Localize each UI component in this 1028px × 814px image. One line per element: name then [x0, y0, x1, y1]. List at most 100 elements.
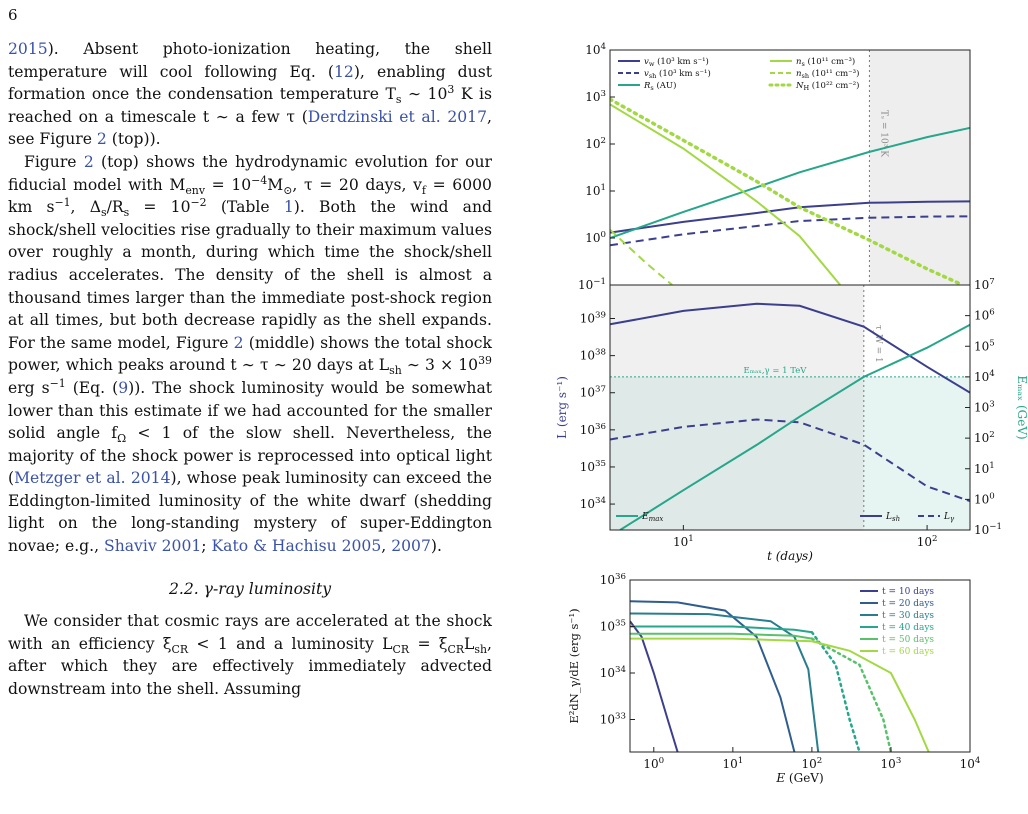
x-axis-label: E (GeV) [775, 771, 823, 785]
text-run: L [464, 634, 475, 653]
text-run: (top) shows the hydrodynamic evolution f… [8, 152, 492, 194]
citation-link[interactable]: 2 [96, 130, 107, 149]
text-run: , [381, 537, 392, 556]
y-tick-label: 1039 [580, 311, 606, 326]
y-tick-label: 1038 [580, 348, 606, 363]
series-t-50-days [630, 632, 813, 640]
text-run: M [267, 175, 284, 194]
citation-link[interactable]: Shaviv 2001 [104, 537, 202, 556]
y-tick-label: 102 [585, 136, 606, 151]
subscript: CR [171, 642, 189, 656]
text-run: Figure [24, 152, 84, 171]
text-run: ), enabling dust formation once the cond… [8, 62, 492, 104]
x-tick-label: 102 [802, 756, 823, 771]
citation-link[interactable]: Metzger et al. 2014 [14, 469, 171, 488]
y2-tick-label: 107 [974, 277, 995, 292]
text-run: = 10 [204, 175, 252, 194]
superscript: 3 [447, 83, 455, 96]
text-run: )). The shock luminosity would be somewh… [8, 378, 493, 443]
subscript: f [421, 183, 426, 197]
x-tick-label: 104 [960, 756, 981, 771]
series-R_s [610, 126, 970, 239]
superscript: −2 [190, 195, 207, 209]
superscript: −4 [251, 173, 268, 187]
y2-tick-label: 102 [974, 430, 995, 445]
subscript: CR [392, 642, 410, 656]
condensation-label: Tₛ = 10³ K [878, 110, 888, 157]
y-tick-label: 104 [585, 42, 606, 57]
text-run: ), whose peak luminosity can exceed the … [8, 469, 492, 556]
x-tick-label: 103 [881, 756, 902, 771]
citation-link[interactable]: 2007 [391, 537, 431, 556]
text-run: ; [201, 537, 212, 556]
legend-label: NH (10²² cm⁻²) [795, 80, 860, 92]
series-dotted-extension [810, 637, 893, 752]
y-tick-label: 1033 [600, 711, 626, 726]
y-tick-label: 1036 [600, 572, 626, 587]
citation-link[interactable]: Kato & Hachisu 2005 [211, 537, 382, 556]
x-tick-label: 100 [643, 756, 664, 771]
legend-label: t = 60 days [882, 647, 934, 657]
y-tick-label: 100 [585, 230, 606, 245]
citation-link[interactable]: 1 [283, 198, 294, 217]
y2-tick-label: 106 [974, 308, 995, 323]
y-tick-label: 1034 [580, 496, 607, 511]
subscript: env [185, 183, 205, 197]
text-run: (Table [206, 198, 284, 217]
tev-label: Eₘₐₓ,γ = 1 TeV [744, 366, 808, 376]
text-run: = 6000 km s [8, 175, 492, 217]
text-run: ). Absent photo-ionization heating, the … [8, 40, 492, 81]
text-run: ∼ 3 × 10 [401, 356, 479, 375]
series-t-20-days [630, 600, 796, 752]
text-run: We consider that cosmic rays are acceler… [8, 612, 492, 653]
text-run: K is reached on a timescale t ∼ a few τ … [8, 85, 493, 126]
text-run: < 1 and a luminosity L [188, 634, 393, 653]
subscript: s [123, 206, 130, 220]
citation-link[interactable]: 2 [83, 152, 94, 171]
legend-label: Emax [641, 512, 663, 523]
paragraph: Figure 2 (top) shows the hydrodynamic ev… [8, 151, 492, 558]
series-N_H [610, 97, 965, 285]
text-run: , τ = 20 days, v [292, 175, 422, 194]
dust-region-shade [869, 50, 970, 285]
superscript: 39 [478, 354, 492, 368]
subscript: sh [389, 364, 402, 378]
text-run: ). [430, 537, 442, 556]
series-E_max [619, 323, 970, 530]
y-tick-label: 101 [585, 183, 606, 198]
y-tick-label: 1036 [580, 422, 606, 437]
y-tick-label: 1037 [580, 385, 606, 400]
subscript: CR [447, 642, 465, 656]
series-t-10-days [630, 620, 679, 752]
subscript: Ω [117, 432, 127, 446]
citation-link[interactable]: 2015 [8, 40, 48, 58]
x-tick-label: 102 [917, 534, 938, 549]
citation-link[interactable]: 12 [333, 62, 354, 81]
legend-label: Lγ [943, 512, 955, 523]
citation-link[interactable]: 2 [233, 333, 244, 352]
y2-tick-label: 10−1 [974, 522, 1002, 537]
text-run: (Eq. ( [65, 378, 119, 397]
legend-label: t = 40 days [882, 623, 934, 633]
series-n_sh [610, 228, 673, 285]
x-axis-label: t (days) [767, 549, 813, 563]
text-run: erg s [8, 378, 50, 397]
text-run: = ξ [409, 634, 448, 653]
text-column: 2015). Absent photo-ionization heating, … [8, 38, 492, 701]
y-tick-label: 10−1 [578, 277, 606, 292]
series-v_sh [610, 215, 970, 247]
y2-tick-label: 103 [974, 400, 995, 415]
y-axis-label: L (erg s⁻¹) [555, 376, 569, 439]
x-tick-label: 101 [673, 534, 694, 549]
citation-link[interactable]: 9 [118, 378, 129, 397]
legend-label: t = 30 days [882, 611, 934, 621]
paragraph: 2015). Absent photo-ionization heating, … [8, 38, 492, 151]
citation-link[interactable]: Derdzinski et al. 2017 [307, 107, 488, 126]
subscript: s [395, 93, 402, 107]
luminosity-panel: Eₘₐₓ,γ = 1 TeV τ_W = 1 1034 1035 1036 1037 103… [555, 277, 1028, 563]
y-axis-label: E²dN_γ/dE (erg s⁻¹) [567, 608, 581, 723]
text-run: , Δ [70, 198, 101, 217]
y-tick-label: 1035 [600, 618, 626, 633]
axes-frame [629, 579, 971, 753]
legend-label: Lsh [885, 512, 900, 523]
